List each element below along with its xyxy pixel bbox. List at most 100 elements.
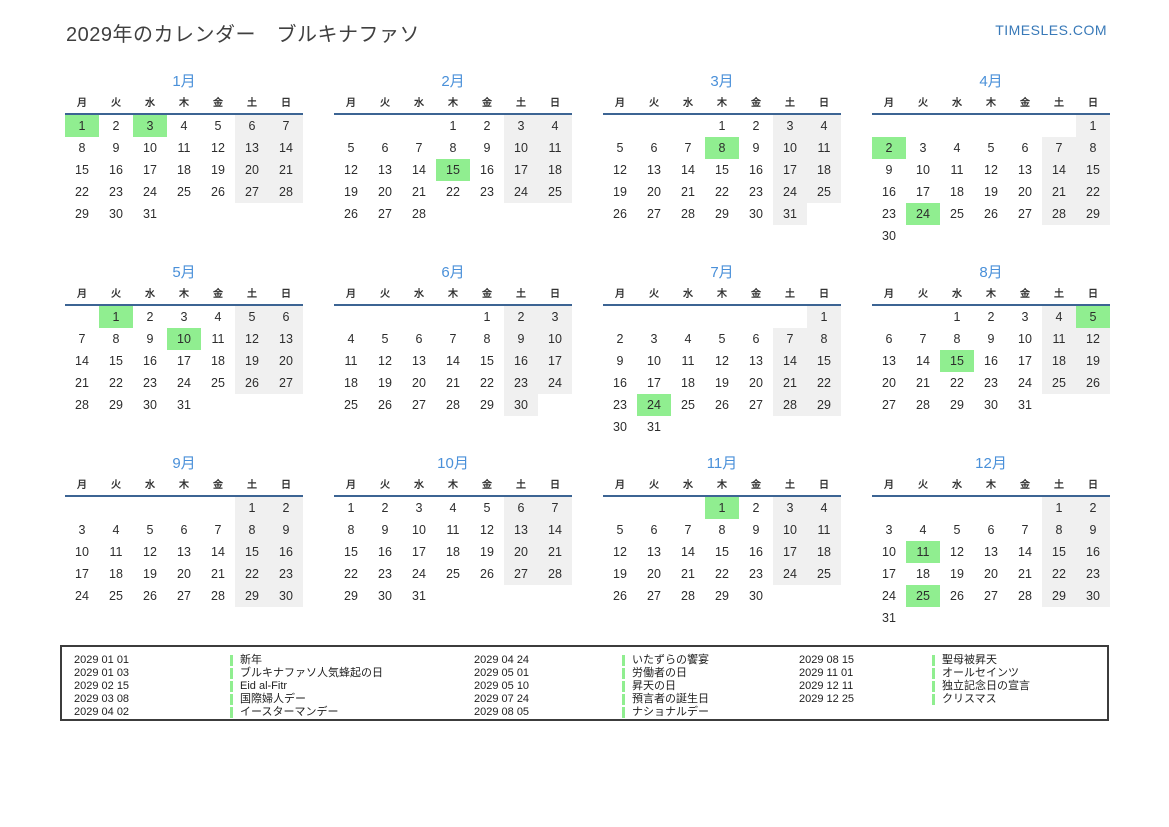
empty-cell [872, 497, 906, 519]
empty-cell [504, 203, 538, 225]
weekend-day-cell: 29 [807, 394, 841, 416]
weekday-label: 火 [906, 477, 940, 497]
weekday-label: 日 [538, 95, 572, 115]
day-cell: 28 [681, 207, 695, 221]
empty-cell [773, 306, 807, 328]
empty-cell [637, 497, 671, 519]
month-day-grid: 月火水木金土日 1 2 3 4 5 6 7 8 9 10 11 12 13 14 15 16 17 18 19 20 21… [872, 95, 1110, 247]
weekday-label: 水 [671, 286, 705, 306]
weekday-label: 日 [807, 477, 841, 497]
weekday-label: 月 [603, 286, 637, 306]
weekday-label: 月 [65, 286, 99, 306]
day-cell: 26 [950, 589, 964, 603]
day-cell: 9 [752, 141, 760, 155]
day-cell: 30 [143, 398, 157, 412]
day-cell: 5 [616, 523, 624, 537]
empty-cell [637, 306, 671, 328]
day-cell: 18 [344, 376, 358, 390]
day-cell: 9 [987, 332, 995, 346]
weekday-label: 金 [201, 477, 235, 497]
weekday-label: 火 [99, 286, 133, 306]
day-cell: 6 [381, 141, 389, 155]
holiday-marker-icon [932, 680, 935, 692]
weekend-day-cell: 4 [1042, 306, 1076, 328]
weekday-label: 日 [1076, 477, 1110, 497]
weekend-day-cell: 24 [504, 181, 538, 203]
weekday-label: 金 [201, 286, 235, 306]
day-cell: 12 [143, 545, 157, 559]
month-calendar: 11月月火水木金土日 1 2 3 4 5 6 7 8 9 10 11 12 13 14 15 16 17 18 19 2… [603, 455, 841, 607]
weekday-label: 土 [504, 95, 538, 115]
empty-cell [671, 497, 705, 519]
holiday-name-text: 預言者の誕生日 [632, 693, 709, 705]
empty-cell [436, 306, 470, 328]
holiday-marker-icon [230, 680, 233, 692]
holiday-day-cell: 25 [906, 585, 940, 607]
month-title: 12月 [975, 455, 1007, 472]
weekend-day-cell: 8 [235, 519, 269, 541]
weekend-day-cell: 16 [269, 541, 303, 563]
day-cell: 21 [75, 376, 89, 390]
weekend-day-cell: 25 [1042, 372, 1076, 394]
empty-cell [637, 115, 671, 137]
day-cell: 18 [109, 567, 123, 581]
empty-cell [201, 394, 235, 416]
day-cell: 31 [882, 611, 896, 625]
day-cell: 8 [718, 523, 726, 537]
day-cell: 12 [344, 163, 358, 177]
weekday-label: 水 [940, 477, 974, 497]
weekday-label: 月 [334, 477, 368, 497]
weekend-day-cell: 11 [807, 519, 841, 541]
empty-cell [872, 115, 906, 137]
holiday-day-cell: 1 [65, 115, 99, 137]
holiday-date: 2029 05 10 [474, 680, 530, 692]
weekend-day-cell: 11 [807, 137, 841, 159]
weekday-label: 月 [334, 286, 368, 306]
day-cell: 27 [412, 398, 426, 412]
day-cell: 4 [180, 119, 188, 133]
weekend-day-cell: 6 [504, 497, 538, 519]
empty-cell [974, 115, 1008, 137]
legend-box: 2029 01 01 新年 2029 01 03 ブルキナファソ人気蜂起の日 2029 … [60, 645, 1109, 721]
weekday-label: 日 [1076, 95, 1110, 115]
weekend-day-cell: 23 [1076, 563, 1110, 585]
day-cell: 16 [749, 545, 763, 559]
weekday-label: 木 [167, 477, 201, 497]
day-cell: 18 [950, 185, 964, 199]
weekend-day-cell: 3 [538, 306, 572, 328]
holiday-date: 2029 02 15 [74, 680, 130, 692]
day-cell: 21 [446, 376, 460, 390]
holiday-name-text: イースターマンデー [240, 706, 339, 718]
empty-cell [334, 115, 368, 137]
day-cell: 5 [347, 141, 355, 155]
empty-cell [603, 115, 637, 137]
day-cell: 29 [950, 398, 964, 412]
weekend-day-cell: 15 [235, 541, 269, 563]
day-cell: 8 [483, 332, 491, 346]
empty-cell [167, 497, 201, 519]
empty-cell [739, 306, 773, 328]
day-cell: 29 [715, 207, 729, 221]
day-cell: 5 [718, 332, 726, 346]
holiday-name-text: 労働者の日 [632, 667, 687, 679]
weekday-label: 火 [906, 286, 940, 306]
month-day-grid: 月火水木金土日 1 2 3 4 5 6 7 8 9 10 11 12 13 14 15 16 17 18 19 20 21… [603, 286, 841, 438]
empty-cell [705, 416, 739, 438]
day-cell: 17 [177, 354, 191, 368]
day-cell: 13 [412, 354, 426, 368]
weekend-day-cell: 20 [504, 541, 538, 563]
weekday-label: 木 [974, 95, 1008, 115]
month-calendar: 9月月火水木金土日 1 2 3 4 5 6 7 8 9 10 11 12 13 14 15 16 17 18 19 20… [65, 455, 303, 607]
month-title: 7月 [710, 264, 734, 281]
day-cell: 24 [412, 567, 426, 581]
day-cell: 20 [984, 567, 998, 581]
weekend-day-cell: 6 [269, 306, 303, 328]
day-cell: 30 [378, 589, 392, 603]
day-cell: 31 [412, 589, 426, 603]
day-cell: 19 [715, 376, 729, 390]
brand-link[interactable]: TIMESLES.COM [995, 22, 1107, 38]
day-cell: 11 [109, 545, 123, 559]
month-title: 10月 [437, 455, 469, 472]
weekend-day-cell: 16 [1076, 541, 1110, 563]
day-cell: 4 [919, 523, 927, 537]
